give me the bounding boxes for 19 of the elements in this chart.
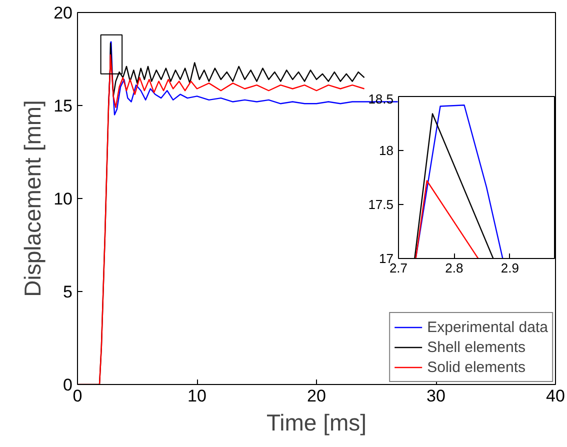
x-tick-label: 30 bbox=[426, 386, 446, 406]
x-tick-label: 2.8 bbox=[445, 260, 464, 276]
y-tick-label: 15 bbox=[54, 96, 73, 116]
x-axis-title: Time [ms] bbox=[266, 410, 367, 436]
x-tick-label: 40 bbox=[546, 386, 565, 406]
legend-label: Experimental data bbox=[427, 318, 548, 336]
legend-label: Solid elements bbox=[427, 358, 526, 376]
y-tick-label: 10 bbox=[54, 190, 73, 208]
y-tick-label: 20 bbox=[54, 4, 73, 22]
y-tick-label: 5 bbox=[63, 282, 73, 302]
legend-label: Shell elements bbox=[427, 338, 526, 356]
x-tick-label: 10 bbox=[188, 386, 206, 406]
x-tick-label: 2.9 bbox=[500, 260, 519, 276]
x-tick-label: 2.7 bbox=[389, 260, 408, 276]
y-tick-label: 18 bbox=[379, 143, 394, 158]
line-series bbox=[415, 104, 504, 258]
x-tick-label: 20 bbox=[307, 386, 326, 406]
y-axis-title: Displacement [mm] bbox=[20, 100, 46, 297]
y-tick-label: 17.5 bbox=[368, 197, 394, 212]
